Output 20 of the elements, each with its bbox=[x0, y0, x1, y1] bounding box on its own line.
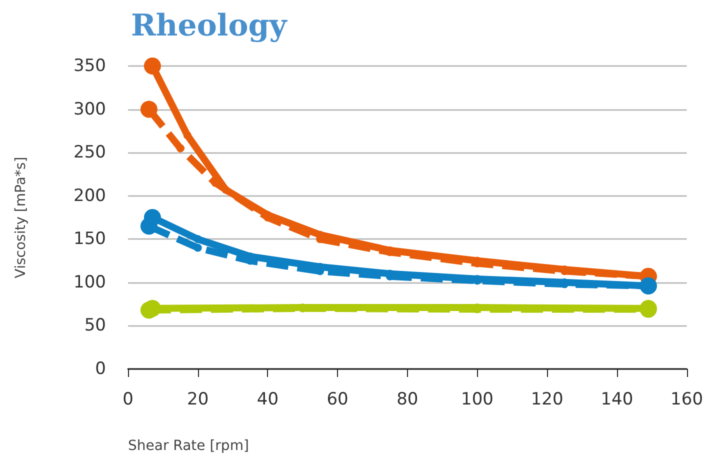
x-axis-title: Shear Rate [rpm] bbox=[128, 438, 249, 454]
y-tick-label: 250 bbox=[74, 142, 106, 163]
y-tick-label: 50 bbox=[84, 316, 106, 336]
x-tick-label: 60 bbox=[326, 390, 348, 410]
x-tick-label: 20 bbox=[187, 390, 209, 410]
y-tick-label: 200 bbox=[74, 186, 106, 206]
chart-title: Rheology bbox=[131, 8, 288, 44]
y-tick-label: 0 bbox=[95, 359, 106, 379]
x-tick-label: 160 bbox=[670, 390, 704, 410]
y-tick-label: 150 bbox=[74, 229, 106, 250]
x-tick-label: 80 bbox=[396, 390, 418, 410]
y-tick-label: 300 bbox=[74, 99, 106, 120]
x-tick-label: 140 bbox=[600, 390, 634, 410]
x-tick-label: 40 bbox=[256, 390, 279, 410]
y-tick-label: 350 bbox=[74, 56, 106, 76]
x-tick-label: 120 bbox=[530, 390, 564, 410]
y-axis-title: Viscosity [mPa*s] bbox=[13, 156, 29, 278]
x-tick-label: 100 bbox=[461, 390, 494, 410]
y-tick-label: 100 bbox=[74, 272, 106, 292]
x-tick-label: 0 bbox=[122, 390, 134, 410]
